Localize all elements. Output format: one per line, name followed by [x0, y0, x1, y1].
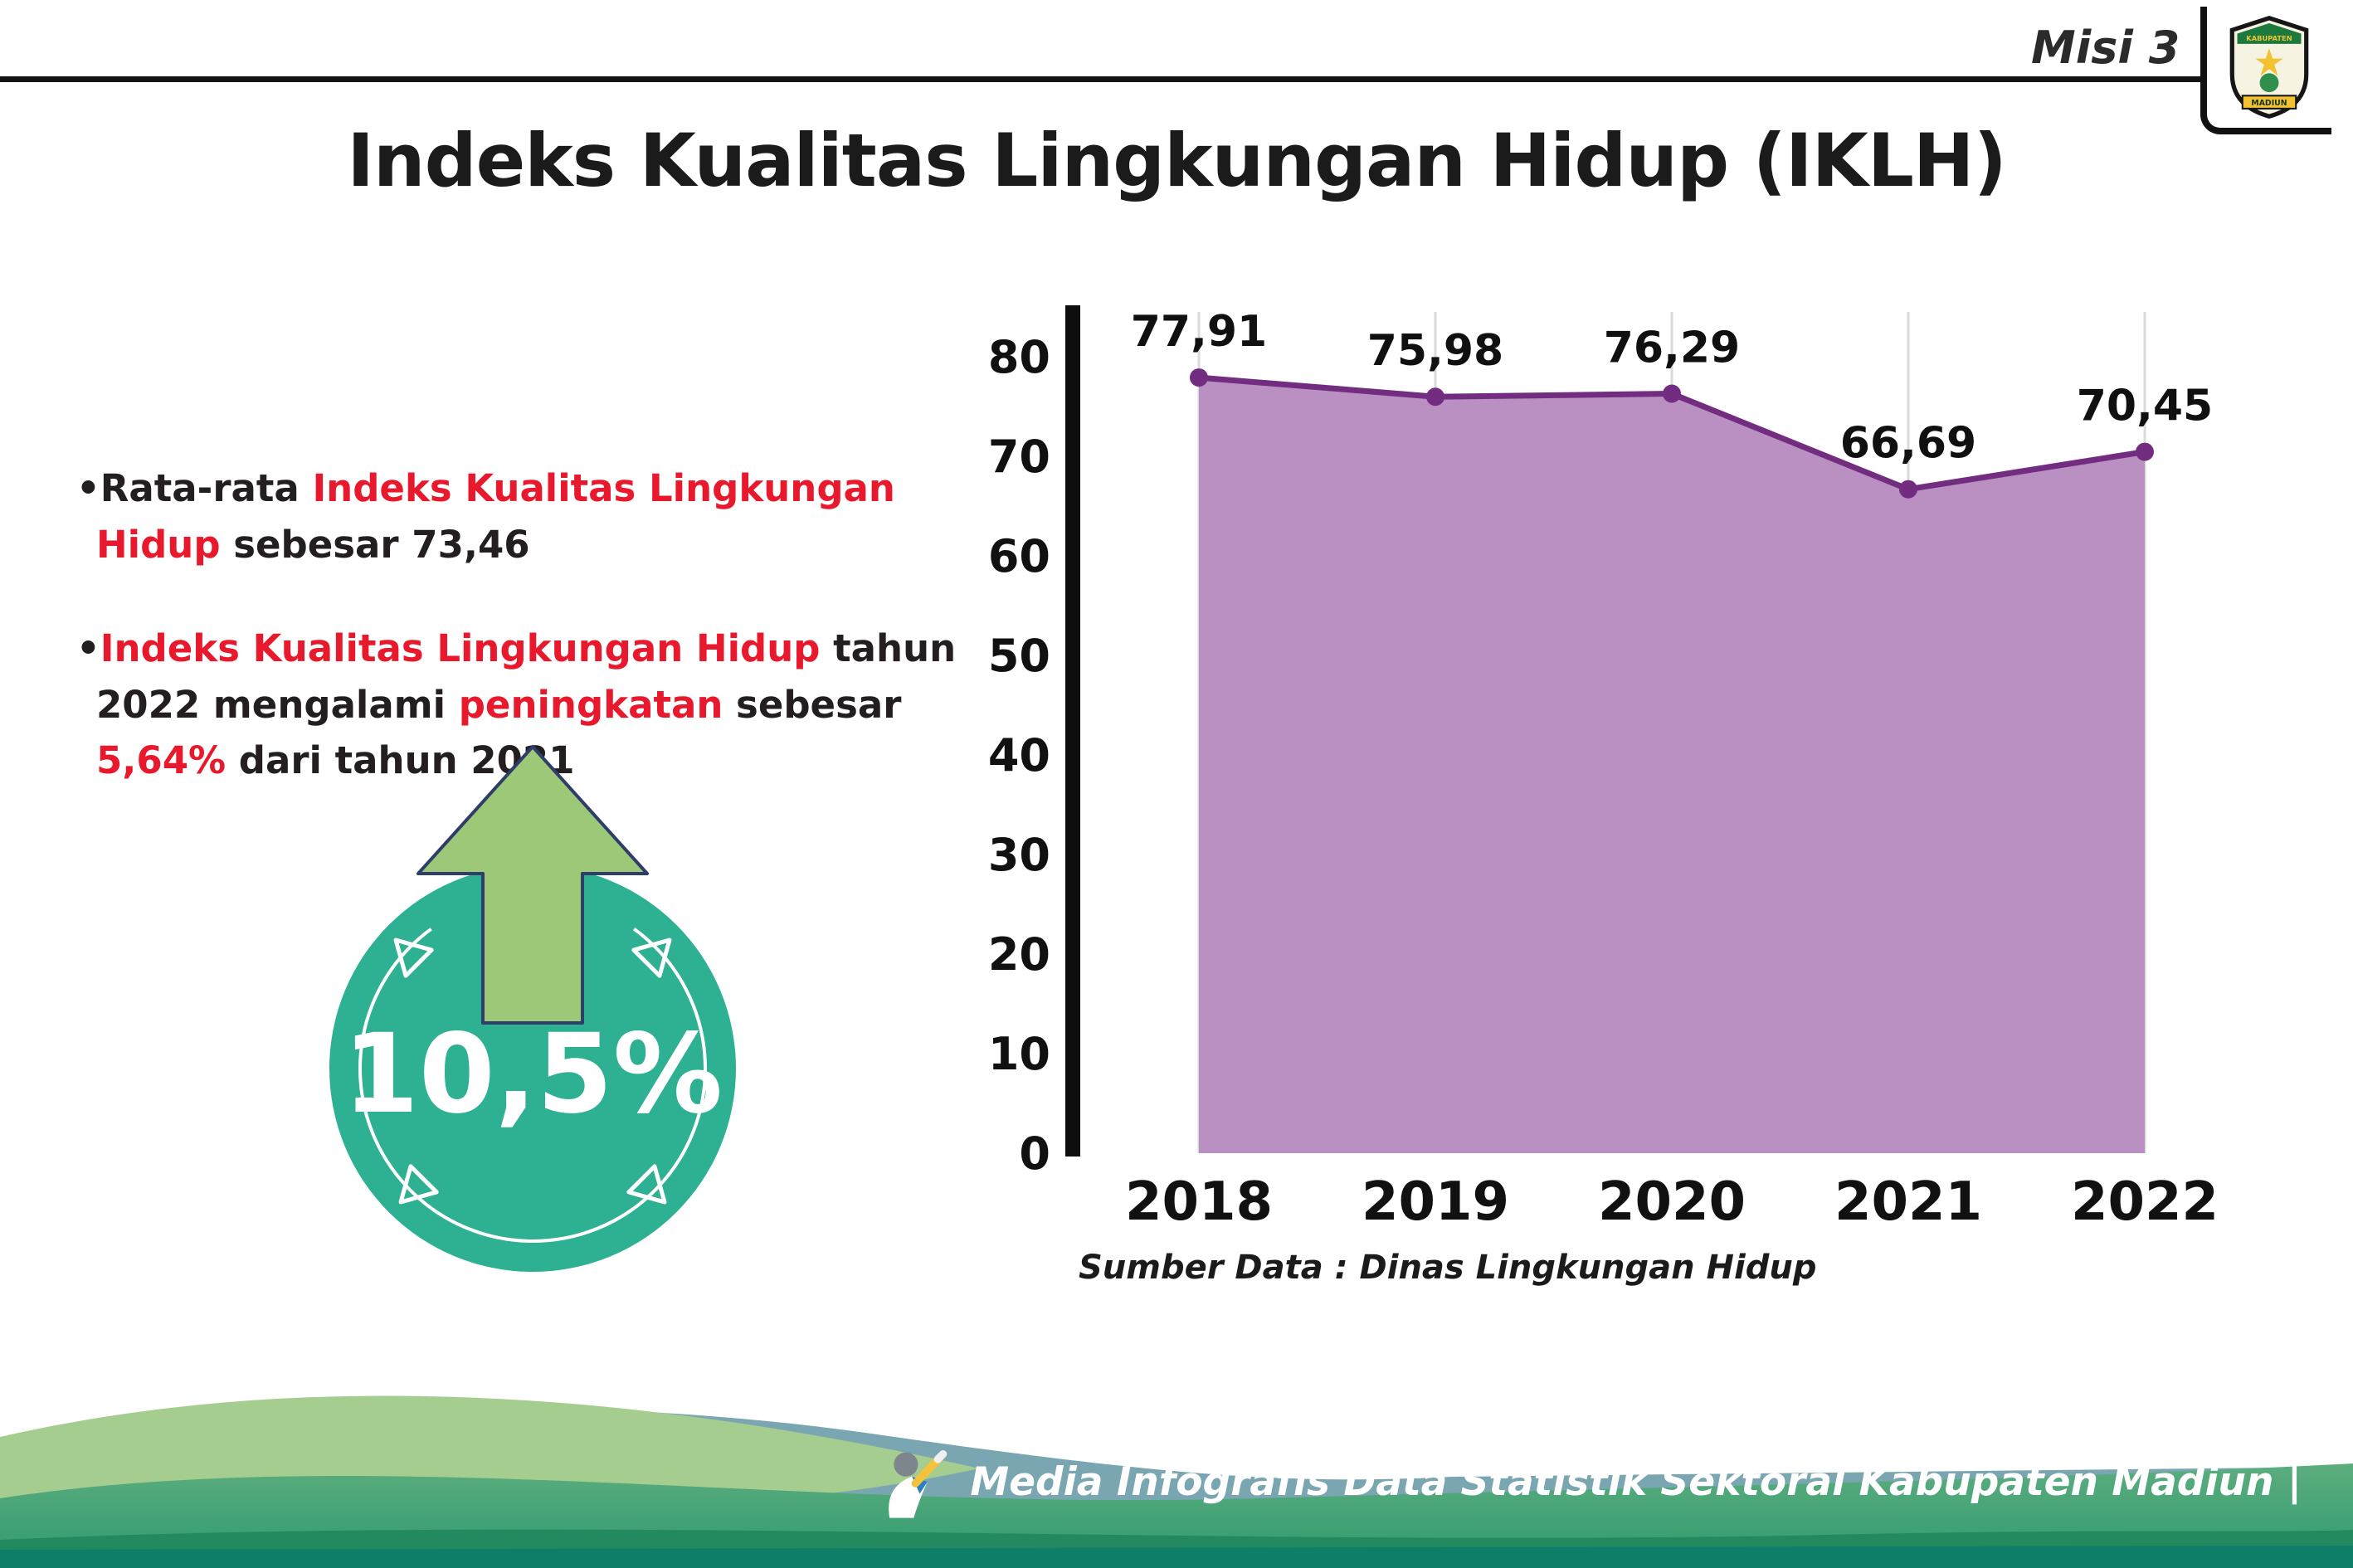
- badge-ring-marks: [393, 937, 672, 1205]
- svg-text:75,98: 75,98: [1367, 326, 1503, 376]
- svg-text:2018: 2018: [1125, 1171, 1273, 1233]
- svg-text:30: 30: [988, 829, 1050, 881]
- svg-text:70,45: 70,45: [2077, 382, 2213, 431]
- chart-area: [1199, 377, 2145, 1153]
- logo-text-bottom: MADIUN: [2251, 99, 2287, 108]
- chart-x-labels: 2018 2019 2020 2021 2022: [1125, 1171, 2219, 1233]
- svg-text:0: 0: [1019, 1127, 1050, 1180]
- logo-star: [2255, 48, 2283, 76]
- svg-text:76,29: 76,29: [1604, 324, 1740, 373]
- chart-points: [1190, 368, 2154, 499]
- svg-text:60: 60: [988, 530, 1050, 582]
- svg-text:40: 40: [988, 729, 1050, 782]
- svg-text:10: 10: [988, 1028, 1050, 1080]
- footer-credit: Media Infografis Data Statistik Sektoral…: [865, 1439, 2302, 1525]
- bullet-item-average: •Rata-rata Indeks Kualitas Lingkungan Hi…: [76, 466, 895, 567]
- svg-text:2020: 2020: [1598, 1171, 1746, 1233]
- source-note: Sumber Data : Dinas Lingkungan Hidup: [1079, 1249, 1817, 1287]
- logo-text-top: KABUPATEN: [2246, 34, 2292, 42]
- svg-text:2019: 2019: [1362, 1171, 1509, 1233]
- highlight-badge: 10,5%: [309, 737, 757, 1284]
- logo-emblem: [2259, 73, 2279, 93]
- kabupaten-madiun-logo: KABUPATEN MADIUN: [2229, 15, 2309, 119]
- chart-value-labels: 77,91 75,98 76,29 66,69 70,45: [1131, 307, 2213, 469]
- svg-text:80: 80: [988, 331, 1050, 383]
- svg-text:66,69: 66,69: [1840, 419, 1976, 469]
- footer-credit-text: Media Infografis Data Statistik Sektoral…: [970, 1458, 2302, 1505]
- badge-ring: [358, 894, 707, 1243]
- svg-text:2021: 2021: [1834, 1171, 1982, 1233]
- badge-circle: [329, 865, 736, 1272]
- header-divider: [0, 76, 2200, 82]
- logo-frame: KABUPATEN MADIUN: [2200, 7, 2331, 134]
- badge-percentage: 10,5%: [343, 1010, 723, 1138]
- svg-text:50: 50: [988, 630, 1050, 682]
- svg-text:70: 70: [988, 431, 1050, 483]
- bullet-list: •Rata-rata Indeks Kualitas Lingkungan Hi…: [76, 460, 1014, 837]
- chart-y-labels: 0 10 20 30 40 50 60 70 80: [988, 331, 1050, 1180]
- logo-ribbon: [2241, 95, 2297, 110]
- svg-text:2022: 2022: [2071, 1171, 2219, 1233]
- chart-y-axis: [1065, 305, 1080, 1157]
- up-arrow-icon: [417, 745, 649, 1025]
- page-title: Indeks Kualitas Lingkungan Hidup (IKLH): [347, 118, 2007, 203]
- svg-text:77,91: 77,91: [1131, 307, 1267, 357]
- footer-bottom-bar: [0, 1546, 2353, 1568]
- iklh-area-chart: 77,91 75,98 76,29 66,69 70,45 0 10 20 30 40 50 60 70…: [988, 305, 2219, 1233]
- misi-label: Misi 3: [2031, 22, 2180, 74]
- footer-wave: [0, 1395, 2353, 1568]
- svg-text:20: 20: [988, 928, 1050, 981]
- mascot-icon: [889, 1450, 948, 1518]
